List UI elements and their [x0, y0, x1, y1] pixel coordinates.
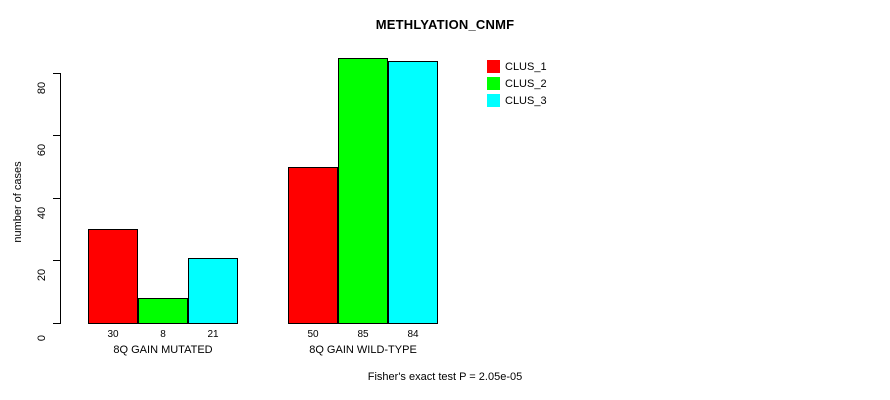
y-tick-label-80: 80 [36, 81, 48, 95]
legend-item-clus1: CLUS_1 [487, 58, 547, 75]
y-tick-20 [53, 260, 60, 261]
y-tick-40 [53, 198, 60, 199]
y-tick-label-40: 40 [36, 206, 48, 220]
bar-value-g2-clus2: 85 [357, 329, 369, 340]
bar-value-g2-clus1: 50 [307, 329, 319, 340]
y-tick-0 [53, 323, 60, 324]
group-label-wildtype: 8Q GAIN WILD-TYPE [309, 344, 417, 356]
legend-item-clus3: CLUS_3 [487, 92, 547, 109]
y-tick-label-60: 60 [36, 143, 48, 157]
legend-swatch-icon-clus1 [487, 60, 500, 73]
y-tick-80 [53, 73, 60, 74]
legend-swatch-icon-clus2 [487, 77, 500, 90]
bar-g2-clus3 [388, 61, 438, 324]
legend-item-clus2: CLUS_2 [487, 75, 547, 92]
chart-legend: CLUS_1 CLUS_2 CLUS_3 [487, 58, 547, 109]
legend-swatch-icon-clus3 [487, 94, 500, 107]
group-label-mutated: 8Q GAIN MUTATED [113, 344, 213, 356]
chart-title: METHLYATION_CNMF [375, 17, 515, 32]
bar-value-g2-clus3: 84 [407, 329, 419, 340]
bar-value-g1-clus2: 8 [160, 329, 166, 340]
bar-value-g1-clus3: 21 [207, 329, 219, 340]
bar-g2-clus1 [288, 167, 338, 324]
bar-g2-clus2 [338, 58, 388, 324]
y-axis-title: number of cases [12, 161, 24, 243]
y-tick-label-0: 0 [36, 334, 48, 342]
legend-label-clus2: CLUS_2 [505, 77, 547, 90]
y-tick-60 [53, 135, 60, 136]
legend-label-clus3: CLUS_3 [505, 94, 547, 107]
bar-g1-clus1 [88, 229, 138, 324]
y-tick-label-20: 20 [36, 268, 48, 282]
statistical-test-annotation: Fisher's exact test P = 2.05e-05 [367, 371, 523, 383]
y-axis-line [60, 73, 61, 324]
legend-label-clus1: CLUS_1 [505, 60, 547, 73]
bar-g1-clus2 [138, 298, 188, 324]
bar-value-g1-clus1: 30 [107, 329, 119, 340]
bar-g1-clus3 [188, 258, 238, 324]
